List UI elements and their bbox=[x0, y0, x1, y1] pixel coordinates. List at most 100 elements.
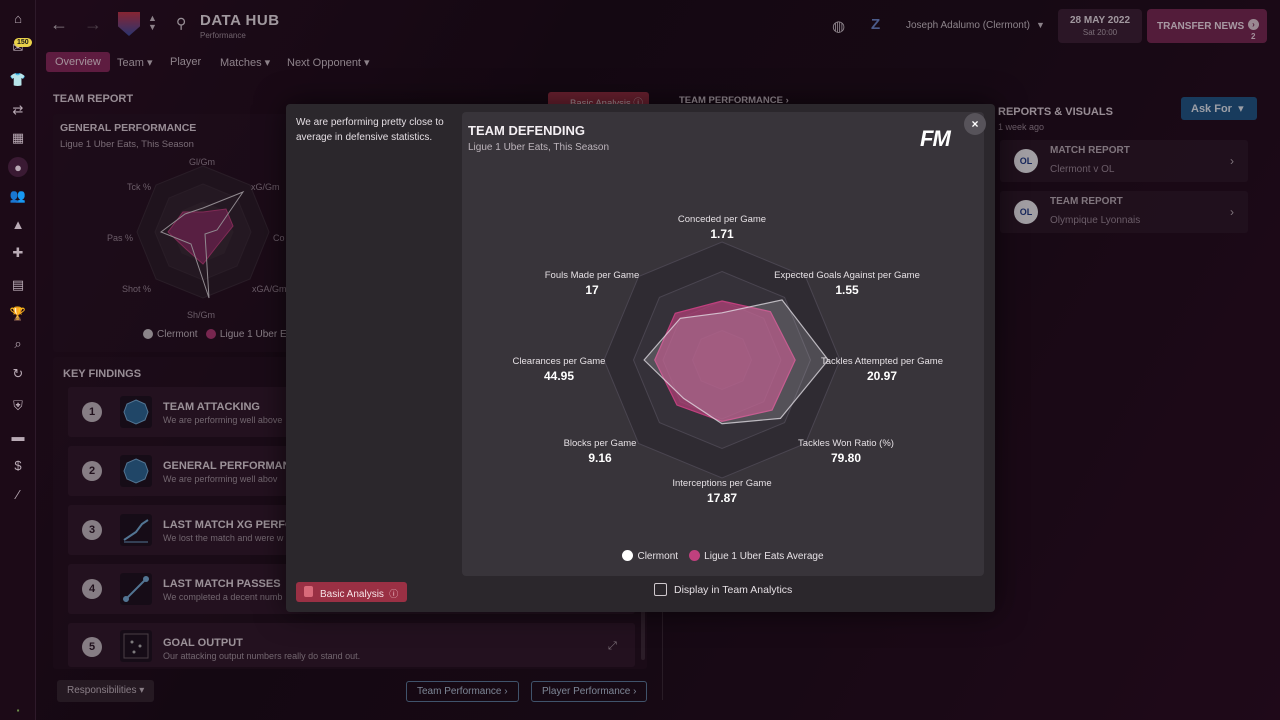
team-performance-link[interactable]: TEAM PERFORMANCE › bbox=[679, 95, 789, 106]
chart-title: TEAM DEFENDING bbox=[468, 123, 585, 138]
team-performance-label: Team Performance bbox=[417, 686, 502, 697]
close-icon[interactable]: × bbox=[964, 113, 986, 135]
medical-icon[interactable]: ✚ bbox=[12, 245, 24, 260]
continue-icon: › bbox=[1248, 19, 1259, 30]
chart-card: TEAM DEFENDING Ligue 1 Uber Eats, This S… bbox=[462, 112, 984, 576]
club-switch-icon[interactable]: ▲ ▼ bbox=[148, 13, 157, 32]
display-checkbox[interactable] bbox=[654, 583, 667, 596]
general-performance-radar bbox=[136, 165, 270, 299]
ask-for-button[interactable]: Ask For ▾ bbox=[1181, 97, 1257, 120]
page-subtitle: Performance bbox=[200, 31, 246, 40]
radar-axis-label: xGA/Gm bbox=[252, 284, 287, 294]
report-title: MATCH REPORT bbox=[1050, 145, 1130, 156]
finding-number: 4 bbox=[82, 579, 102, 599]
team-performance-link-label: TEAM PERFORMANCE bbox=[679, 95, 783, 106]
metric-value: 17 bbox=[585, 283, 599, 297]
forward-arrow-icon[interactable]: → bbox=[84, 14, 102, 34]
date-button[interactable]: 28 MAY 2022 Sat 20:00 bbox=[1058, 9, 1142, 43]
globe-icon[interactable]: ◍ bbox=[832, 18, 846, 35]
transfer-news-button[interactable]: TRANSFER NEWS › 2 bbox=[1147, 9, 1267, 43]
report-subtitle: Olympique Lyonnais bbox=[1050, 215, 1141, 226]
ol-crest-icon: OL bbox=[1014, 149, 1038, 173]
metric-label: Conceded per Game bbox=[677, 214, 767, 225]
finding-title: TEAM ATTACKING bbox=[163, 401, 260, 413]
general-performance-subtitle: Ligue 1 Uber Eats, This Season bbox=[60, 139, 194, 150]
transfer-news-label: TRANSFER NEWS bbox=[1157, 21, 1245, 32]
club-info-icon[interactable]: ⛨ bbox=[13, 398, 23, 413]
finding-item[interactable]: 5 GOAL OUTPUT Our attacking output numbe… bbox=[68, 623, 635, 667]
metric-label: Interceptions per Game bbox=[672, 478, 772, 489]
radar-axis-label: Pas % bbox=[107, 233, 134, 243]
tab-matches[interactable]: Matches ▾ bbox=[220, 57, 271, 69]
legend-series: Ligue 1 Uber Eats Average bbox=[704, 551, 824, 562]
back-arrow-icon[interactable]: ← bbox=[50, 14, 68, 34]
legend-dot bbox=[622, 550, 634, 561]
player-performance-label: Player Performance bbox=[542, 686, 631, 697]
expand-icon[interactable]: ⤢ bbox=[608, 640, 617, 652]
club-crest[interactable] bbox=[118, 12, 140, 36]
home-icon[interactable]: ⌂ bbox=[14, 10, 22, 26]
tab-matches-label: Matches bbox=[220, 57, 262, 69]
finding-thumbnail bbox=[120, 455, 152, 487]
tactics-icon[interactable]: ▦ bbox=[11, 130, 25, 145]
squad-icon[interactable]: 👕 bbox=[9, 72, 27, 87]
radar-metric: Interceptions per Game 17.87 bbox=[632, 478, 812, 505]
radar-metric: Clearances per Game 44.95 bbox=[469, 356, 649, 383]
tab-next-opponent[interactable]: Next Opponent ▾ bbox=[287, 57, 370, 69]
tab-player[interactable]: Player bbox=[170, 56, 202, 68]
team-defending-modal: We are performing pretty close to averag… bbox=[286, 104, 995, 612]
finding-title: LAST MATCH PASSES bbox=[163, 578, 281, 590]
competitions-icon[interactable]: 🏆 bbox=[9, 306, 27, 321]
radar-metric: Conceded per Game 1.71 bbox=[632, 214, 812, 241]
finances-icon[interactable]: $ bbox=[14, 457, 22, 473]
legend-league: Ligue 1 Uber E bbox=[219, 329, 287, 340]
club-vision-icon[interactable]: ▬ bbox=[11, 428, 25, 444]
report-subtitle: Clermont v OL bbox=[1050, 164, 1115, 175]
search-icon[interactable]: ⚲ bbox=[176, 15, 187, 31]
data-hub-icon[interactable]: ● bbox=[8, 157, 28, 177]
finding-summary: We completed a decent numb bbox=[163, 592, 283, 602]
report-item[interactable]: OL MATCH REPORT Clermont v OL › bbox=[1000, 140, 1248, 182]
inbox-icon[interactable]: ✉ bbox=[12, 40, 24, 55]
legend-dot bbox=[205, 329, 216, 339]
general-performance-panel[interactable]: GENERAL PERFORMANCE Ligue 1 Uber Eats, T… bbox=[53, 114, 293, 352]
date-text: 28 MAY 2022 bbox=[1069, 15, 1131, 26]
radar-axis-label: Co bbox=[273, 233, 285, 243]
team-performance-button[interactable]: Team Performance › bbox=[406, 681, 519, 702]
general-performance-title: GENERAL PERFORMANCE bbox=[60, 122, 197, 134]
metric-value: 44.95 bbox=[543, 369, 575, 383]
metric-label: Clearances per Game bbox=[512, 356, 606, 367]
staff-icon[interactable]: 👥 bbox=[9, 188, 27, 203]
player-performance-button[interactable]: Player Performance › bbox=[531, 681, 648, 702]
manager-name[interactable]: Joseph Adalumo (Clermont) bbox=[906, 20, 1030, 31]
dynamics-icon[interactable]: ⇄ bbox=[12, 102, 24, 117]
transfers-icon[interactable]: ↻ bbox=[12, 366, 24, 381]
legend-series: Clermont bbox=[637, 551, 679, 562]
fm-logo: FM bbox=[920, 126, 951, 151]
radar-metric: Fouls Made per Game 17 bbox=[502, 270, 682, 297]
modal-description: We are performing pretty close to averag… bbox=[296, 117, 444, 143]
metric-value: 9.16 bbox=[588, 451, 612, 465]
report-item[interactable]: OL TEAM REPORT Olympique Lyonnais › bbox=[1000, 191, 1248, 233]
tab-team[interactable]: Team ▾ bbox=[117, 57, 153, 69]
metric-value: 17.87 bbox=[706, 491, 738, 505]
chevron-down-icon[interactable]: ▼ bbox=[1036, 20, 1045, 30]
finding-thumbnail bbox=[120, 514, 152, 546]
metric-value: 1.55 bbox=[835, 283, 859, 297]
responsibilities-button[interactable]: Responsibilities ▾ bbox=[57, 680, 155, 702]
responsibilities-label: Responsibilities bbox=[67, 685, 137, 696]
time-text: Sat 20:00 bbox=[1082, 28, 1118, 37]
schedule-icon[interactable]: ▤ bbox=[11, 277, 25, 292]
training-icon[interactable]: ▲ bbox=[11, 216, 25, 232]
basic-analysis-button[interactable]: Basic Analysis ⓘ bbox=[296, 582, 407, 602]
radar-metric: Expected Goals Against per Game 1.55 bbox=[757, 270, 937, 297]
finding-title: LAST MATCH XG PERFO bbox=[163, 519, 294, 531]
zone-icon[interactable]: Z bbox=[871, 16, 881, 33]
scouting-icon[interactable]: ⌕ bbox=[14, 336, 22, 351]
inbox-badge: 150 bbox=[14, 38, 32, 47]
tab-overview[interactable]: Overview bbox=[46, 52, 110, 72]
dev-centre-icon[interactable]: ⁄ bbox=[16, 486, 20, 502]
display-in-team-analytics[interactable]: Display in Team Analytics bbox=[654, 583, 792, 596]
finding-number: 3 bbox=[82, 520, 102, 540]
status-icon: ▪ bbox=[16, 705, 20, 715]
